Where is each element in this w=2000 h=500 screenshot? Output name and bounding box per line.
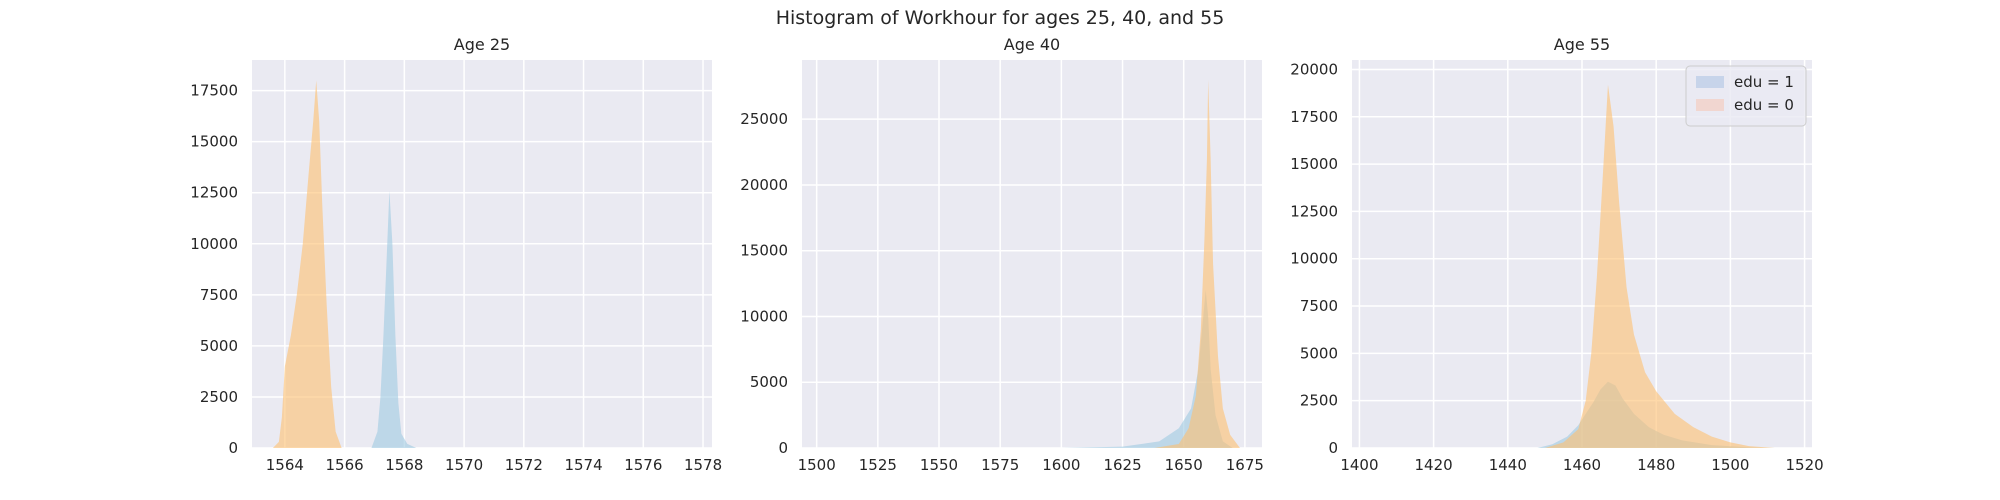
x-tick-label: 1625	[1103, 456, 1141, 474]
y-tick-label: 10000	[1290, 250, 1338, 268]
histogram-series-edu-0	[272, 80, 342, 448]
chart-panel: 1500 1525 1550 1575 1600 1625 1650 1675 0 5000 100…	[740, 35, 1264, 474]
x-tick-label: 1500	[798, 456, 836, 474]
y-tick-label: 17500	[1290, 108, 1338, 126]
y-tick-label: 2500	[200, 388, 238, 406]
x-tick-label: 1600	[1042, 456, 1080, 474]
x-tick-label: 1564	[266, 456, 304, 474]
x-tick-label: 1675	[1226, 456, 1264, 474]
x-tick-label: 1568	[385, 456, 423, 474]
figure-title: Histogram of Workhour for ages 25, 40, a…	[776, 7, 1225, 29]
y-tick-label: 17500	[190, 82, 238, 100]
y-tick-label: 5000	[200, 337, 238, 355]
x-tick-label: 1570	[445, 456, 483, 474]
y-tick-label: 2500	[1300, 392, 1338, 410]
y-tick-label: 0	[1328, 439, 1338, 457]
panel-title: Age 25	[454, 35, 510, 54]
x-tick-label: 1576	[624, 456, 662, 474]
histogram-series-edu-1	[371, 190, 417, 448]
panel-title: Age 40	[1004, 35, 1060, 54]
x-tick-label: 1460	[1563, 456, 1601, 474]
histogram-series-edu-0	[1544, 84, 1775, 448]
legend-swatch	[1696, 99, 1724, 111]
y-tick-label: 7500	[200, 286, 238, 304]
x-tick-label: 1440	[1489, 456, 1527, 474]
chart-panel: 1564 1566 1568 1570 1572 1574 1576 1578 0 2500 500…	[190, 35, 722, 474]
legend: edu = 1 edu = 0	[1685, 65, 1807, 127]
x-tick-label: 1572	[505, 456, 543, 474]
x-tick-label: 1566	[326, 456, 364, 474]
y-tick-label: 15000	[740, 242, 788, 260]
y-tick-label: 12500	[1290, 202, 1338, 220]
x-tick-label: 1520	[1785, 456, 1823, 474]
x-tick-label: 1574	[564, 456, 602, 474]
y-tick-label: 25000	[740, 110, 788, 128]
x-tick-label: 1500	[1711, 456, 1749, 474]
x-tick-label: 1400	[1340, 456, 1378, 474]
x-tick-label: 1550	[920, 456, 958, 474]
legend-label: edu = 0	[1734, 96, 1794, 114]
y-tick-label: 0	[228, 439, 238, 457]
legend-label: edu = 1	[1734, 73, 1794, 91]
y-tick-label: 0	[778, 439, 788, 457]
y-tick-label: 10000	[190, 235, 238, 253]
y-tick-label: 20000	[740, 176, 788, 194]
legend-swatch	[1696, 76, 1724, 88]
x-tick-label: 1525	[859, 456, 897, 474]
x-tick-label: 1575	[981, 456, 1019, 474]
y-tick-label: 5000	[1300, 344, 1338, 362]
y-tick-label: 15000	[1290, 155, 1338, 173]
panels: 1564 1566 1568 1570 1572 1574 1576 1578 0 2500 500…	[190, 35, 1823, 474]
x-tick-label: 1420	[1415, 456, 1453, 474]
x-tick-label: 1480	[1637, 456, 1675, 474]
y-tick-label: 12500	[190, 184, 238, 202]
y-tick-label: 7500	[1300, 297, 1338, 315]
x-tick-label: 1650	[1165, 456, 1203, 474]
y-tick-label: 20000	[1290, 60, 1338, 78]
y-tick-label: 5000	[750, 373, 788, 391]
x-tick-label: 1578	[684, 456, 722, 474]
chart-panel: 1400 1420 1440 1460 1480 1500 1520 0 2500 5000 750…	[1290, 35, 1823, 474]
y-tick-label: 15000	[190, 133, 238, 151]
panel-title: Age 55	[1554, 35, 1610, 54]
y-tick-label: 10000	[740, 307, 788, 325]
plot-area	[802, 60, 1262, 448]
